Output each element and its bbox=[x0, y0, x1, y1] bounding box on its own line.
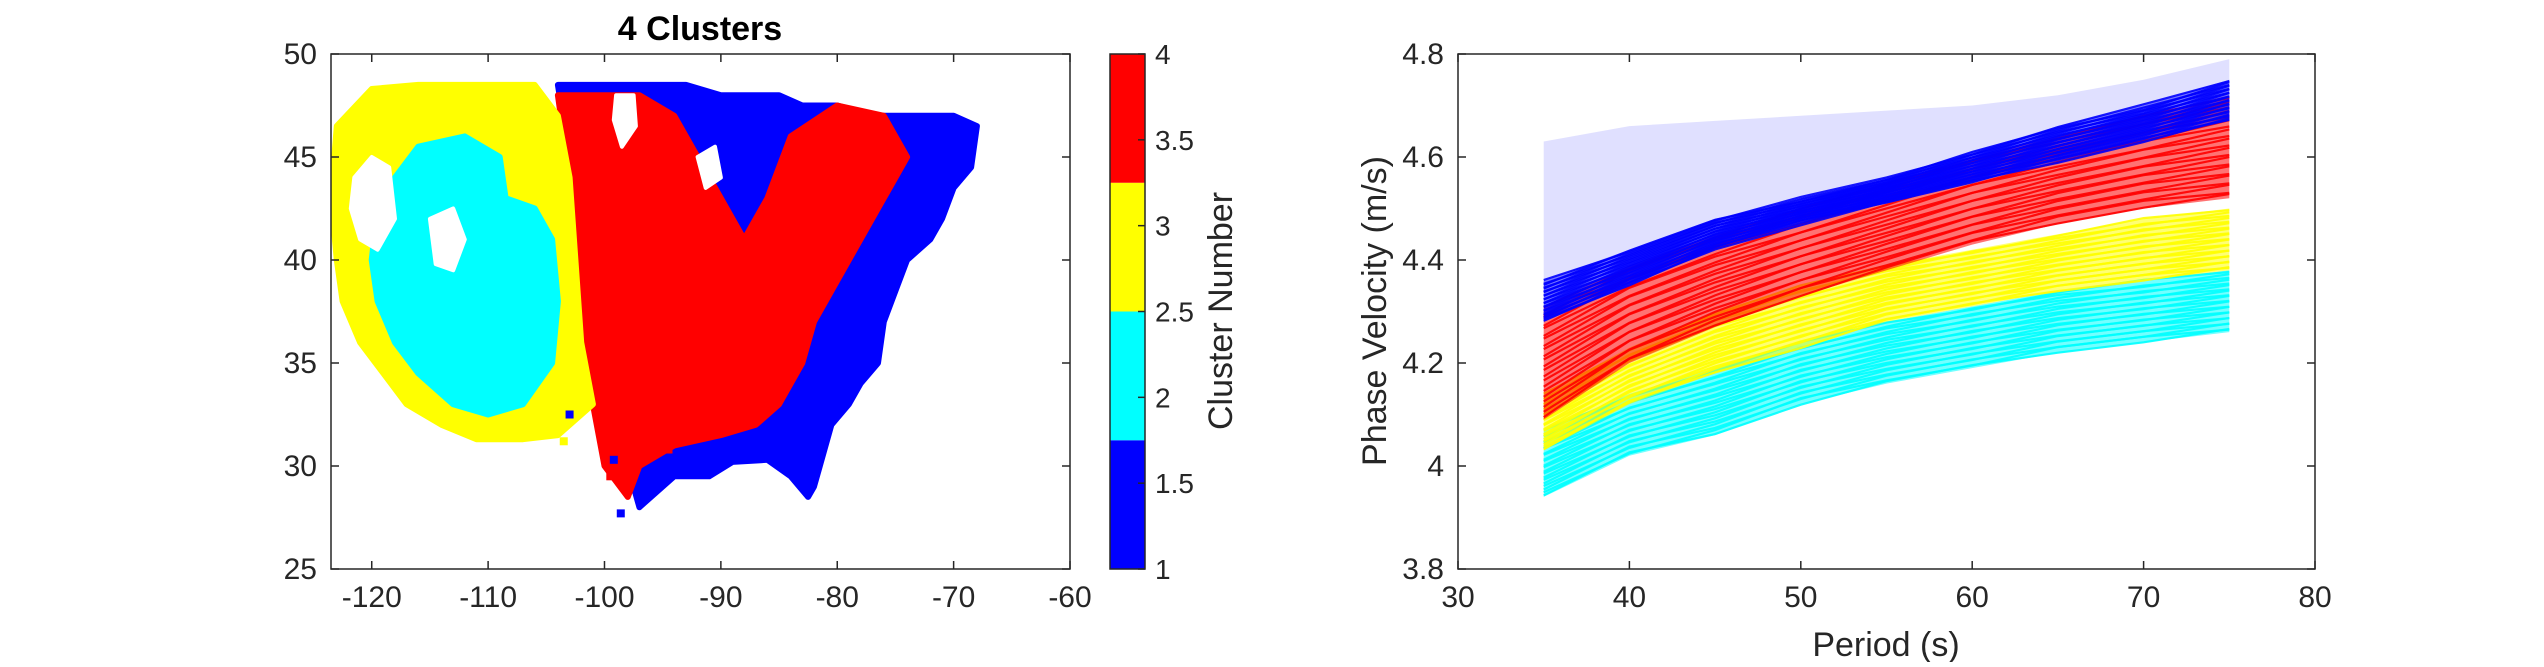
map-xtick-label-4: -80 bbox=[816, 581, 859, 614]
no-data-gap-0 bbox=[348, 155, 397, 252]
colorbar-segment-2 bbox=[1110, 311, 1145, 441]
cluster-4-trace-13 bbox=[1543, 134, 2230, 351]
line-ytick-label-4: 4.6 bbox=[1402, 141, 1444, 174]
map-xtick-label-2: -100 bbox=[574, 581, 634, 614]
colorbar-tick-label-5: 3.5 bbox=[1155, 125, 1194, 156]
line-ticks: 30 40 50 60 70 80 3.8 4 4.2 4.4 4.6 4.8 bbox=[1402, 38, 2331, 614]
line-panel: 30 40 50 60 70 803.844.24.44.64.8 Period (s) … bbox=[1356, 38, 2332, 664]
line-series bbox=[1543, 59, 2230, 497]
cluster-4-trace-11 bbox=[1543, 144, 2230, 361]
map-ytick-label-0: 25 bbox=[284, 553, 317, 586]
map-ytick-label-5: 50 bbox=[284, 38, 317, 71]
outlier-point-2 bbox=[609, 455, 618, 464]
colorbar-tick-label-2: 2 bbox=[1155, 382, 1171, 413]
colorbar-segment-4 bbox=[1110, 54, 1145, 183]
map-xtick-label-5: -70 bbox=[932, 581, 975, 614]
cluster-4-trace-1 bbox=[1543, 191, 2230, 413]
cluster-1-trace-14 bbox=[1543, 91, 2230, 297]
line-xtick-label-2: 50 bbox=[1784, 581, 1817, 614]
cluster-4-trace-3 bbox=[1543, 182, 2230, 403]
cluster-4-trace-10 bbox=[1543, 146, 2230, 368]
cluster-4-trace-7 bbox=[1543, 163, 2230, 382]
cluster-region-2 bbox=[368, 133, 561, 418]
map-ticks: -120 -110 -100 -90 -80 -70 -60 25 30 35 40 45 50 bbox=[284, 38, 1092, 614]
cluster-4-trace-0 bbox=[1543, 193, 2230, 419]
cluster-4-trace-2 bbox=[1543, 183, 2230, 408]
colorbar-tick-label-6: 4 bbox=[1155, 39, 1171, 70]
map-xtick-label-1: -110 bbox=[459, 581, 517, 614]
colorbar-segments bbox=[1110, 54, 1145, 569]
outlier-point-3 bbox=[664, 445, 673, 454]
outlier-point-6 bbox=[565, 410, 574, 419]
map-panel: 4 Clusters -120 -110 -100 -90 -80 -70 -60 25 30 3… bbox=[284, 10, 1092, 614]
faint-envelope bbox=[1543, 59, 2230, 281]
colorbar-label: Cluster Number bbox=[1202, 192, 1240, 430]
cluster-1-trace-12 bbox=[1543, 95, 2230, 301]
line-xtick-label-3: 60 bbox=[1956, 581, 1989, 614]
map-outliers bbox=[559, 101, 743, 518]
colorbar: 1 1.5 2 2.5 3 3.5 4 Cluster Number bbox=[1109, 39, 1240, 585]
cluster-4-trace-8 bbox=[1543, 156, 2230, 378]
cluster-4-trace-5 bbox=[1543, 172, 2230, 392]
cluster-4-trace-14 bbox=[1543, 128, 2230, 348]
no-data-gap-3 bbox=[695, 144, 723, 190]
map-xtick-label-3: -90 bbox=[699, 581, 742, 614]
cluster-4-trace-6 bbox=[1543, 165, 2230, 388]
line-ytick-label-1: 4 bbox=[1427, 450, 1444, 483]
colorbar-tick-label-4: 3 bbox=[1155, 211, 1171, 242]
cluster-1-trace-7 bbox=[1543, 107, 2230, 309]
line-xlabel: Period (s) bbox=[1812, 626, 1959, 662]
colorbar-segment-3 bbox=[1110, 182, 1145, 312]
outlier-point-1 bbox=[606, 472, 615, 481]
colorbar-tick-label-3: 2.5 bbox=[1155, 297, 1194, 328]
cluster-1-trace-9 bbox=[1543, 103, 2230, 305]
cluster-1-trace-3 bbox=[1543, 114, 2230, 317]
cluster-4-trace-4 bbox=[1543, 174, 2230, 398]
map-regions bbox=[331, 81, 980, 511]
line-ytick-label-2: 4.2 bbox=[1402, 347, 1444, 380]
line-xtick-label-1: 40 bbox=[1613, 581, 1646, 614]
colorbar-segment-1 bbox=[1110, 440, 1145, 569]
line-axes-box bbox=[1457, 53, 2316, 570]
map-title: 4 Clusters bbox=[618, 10, 782, 48]
cluster-1-trace-5 bbox=[1543, 111, 2230, 313]
line-xtick-label-0: 30 bbox=[1441, 581, 1474, 614]
cluster-region-4 bbox=[554, 92, 911, 500]
map-ytick-label-1: 30 bbox=[284, 450, 317, 483]
line-ylabel: Phase Velocity (m/s) bbox=[1356, 156, 1394, 466]
colorbar-tick-label-1: 1.5 bbox=[1155, 468, 1194, 499]
map-ytick-label-4: 45 bbox=[284, 141, 317, 174]
no-data-gap-2 bbox=[611, 93, 638, 149]
cluster-band-2 bbox=[1543, 270, 2230, 497]
cluster-1-trace-21 bbox=[1543, 79, 2230, 282]
cluster-4-trace-12 bbox=[1543, 137, 2230, 358]
line-xtick-label-5: 80 bbox=[2298, 581, 2331, 614]
map-xtick-label-6: -60 bbox=[1048, 581, 1091, 614]
map-ytick-label-3: 40 bbox=[284, 244, 317, 277]
colorbar-ticks: 1 1.5 2 2.5 3 3.5 4 bbox=[1138, 39, 1194, 585]
line-ytick-label-3: 4.4 bbox=[1402, 244, 1444, 277]
cluster-4-trace-9 bbox=[1543, 153, 2230, 371]
line-ytick-label-0: 3.8 bbox=[1402, 553, 1444, 586]
outlier-point-4 bbox=[734, 101, 743, 110]
cluster-1-trace-11 bbox=[1543, 99, 2230, 301]
map-axes-box bbox=[330, 53, 1071, 570]
line-ytick-label-5: 4.8 bbox=[1402, 38, 1444, 71]
outlier-point-0 bbox=[616, 509, 625, 518]
map-ytick-label-2: 35 bbox=[284, 347, 317, 380]
cluster-1-trace-16 bbox=[1543, 88, 2230, 294]
colorbar-tick-label-0: 1 bbox=[1155, 554, 1171, 585]
line-xtick-label-4: 70 bbox=[2127, 581, 2160, 614]
map-xtick-label-0: -120 bbox=[342, 581, 402, 614]
outlier-point-5 bbox=[559, 437, 568, 446]
cluster-1-trace-18 bbox=[1543, 84, 2230, 290]
cluster-1-trace-20 bbox=[1543, 81, 2230, 286]
no-data-gap-1 bbox=[427, 206, 467, 273]
